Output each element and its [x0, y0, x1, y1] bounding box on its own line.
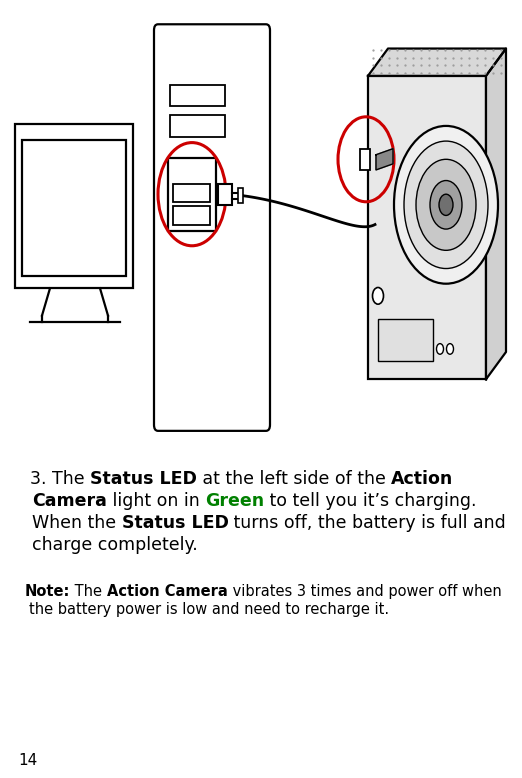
FancyBboxPatch shape [238, 188, 243, 203]
Text: turns off, the battery is full and: turns off, the battery is full and [229, 514, 506, 532]
Text: Status LED: Status LED [122, 514, 229, 532]
Circle shape [373, 288, 384, 304]
FancyBboxPatch shape [173, 184, 210, 202]
Circle shape [439, 194, 453, 216]
FancyBboxPatch shape [154, 24, 270, 431]
Text: Action: Action [392, 470, 454, 488]
Text: 3. The: 3. The [30, 470, 90, 488]
FancyBboxPatch shape [15, 124, 133, 289]
Text: the battery power is low and need to recharge it.: the battery power is low and need to rec… [29, 602, 389, 618]
Circle shape [446, 344, 454, 354]
Polygon shape [368, 48, 506, 76]
Circle shape [404, 141, 488, 268]
FancyBboxPatch shape [378, 319, 433, 361]
Text: Green: Green [205, 492, 264, 510]
Text: vibrates 3 times and power off when: vibrates 3 times and power off when [228, 584, 502, 600]
Circle shape [436, 344, 444, 354]
Text: 14: 14 [18, 753, 37, 768]
Text: Status LED: Status LED [90, 470, 197, 488]
FancyBboxPatch shape [170, 85, 225, 106]
Text: When the: When the [32, 514, 122, 532]
FancyBboxPatch shape [173, 206, 210, 225]
FancyBboxPatch shape [170, 115, 225, 137]
FancyBboxPatch shape [168, 158, 216, 230]
FancyBboxPatch shape [22, 139, 126, 276]
Text: The: The [70, 584, 107, 600]
Text: Camera: Camera [32, 492, 107, 510]
Polygon shape [376, 149, 393, 170]
Text: Action Camera: Action Camera [107, 584, 228, 600]
Circle shape [394, 126, 498, 284]
Text: to tell you it’s charging.: to tell you it’s charging. [264, 492, 477, 510]
Text: at the left side of the: at the left side of the [197, 470, 392, 488]
FancyBboxPatch shape [368, 76, 486, 380]
FancyBboxPatch shape [360, 149, 370, 170]
Circle shape [416, 159, 476, 251]
FancyBboxPatch shape [218, 184, 232, 205]
Circle shape [430, 180, 462, 229]
Text: Note:: Note: [25, 584, 70, 600]
Polygon shape [486, 48, 506, 380]
Text: charge completely.: charge completely. [32, 536, 198, 554]
Text: light on in: light on in [107, 492, 205, 510]
